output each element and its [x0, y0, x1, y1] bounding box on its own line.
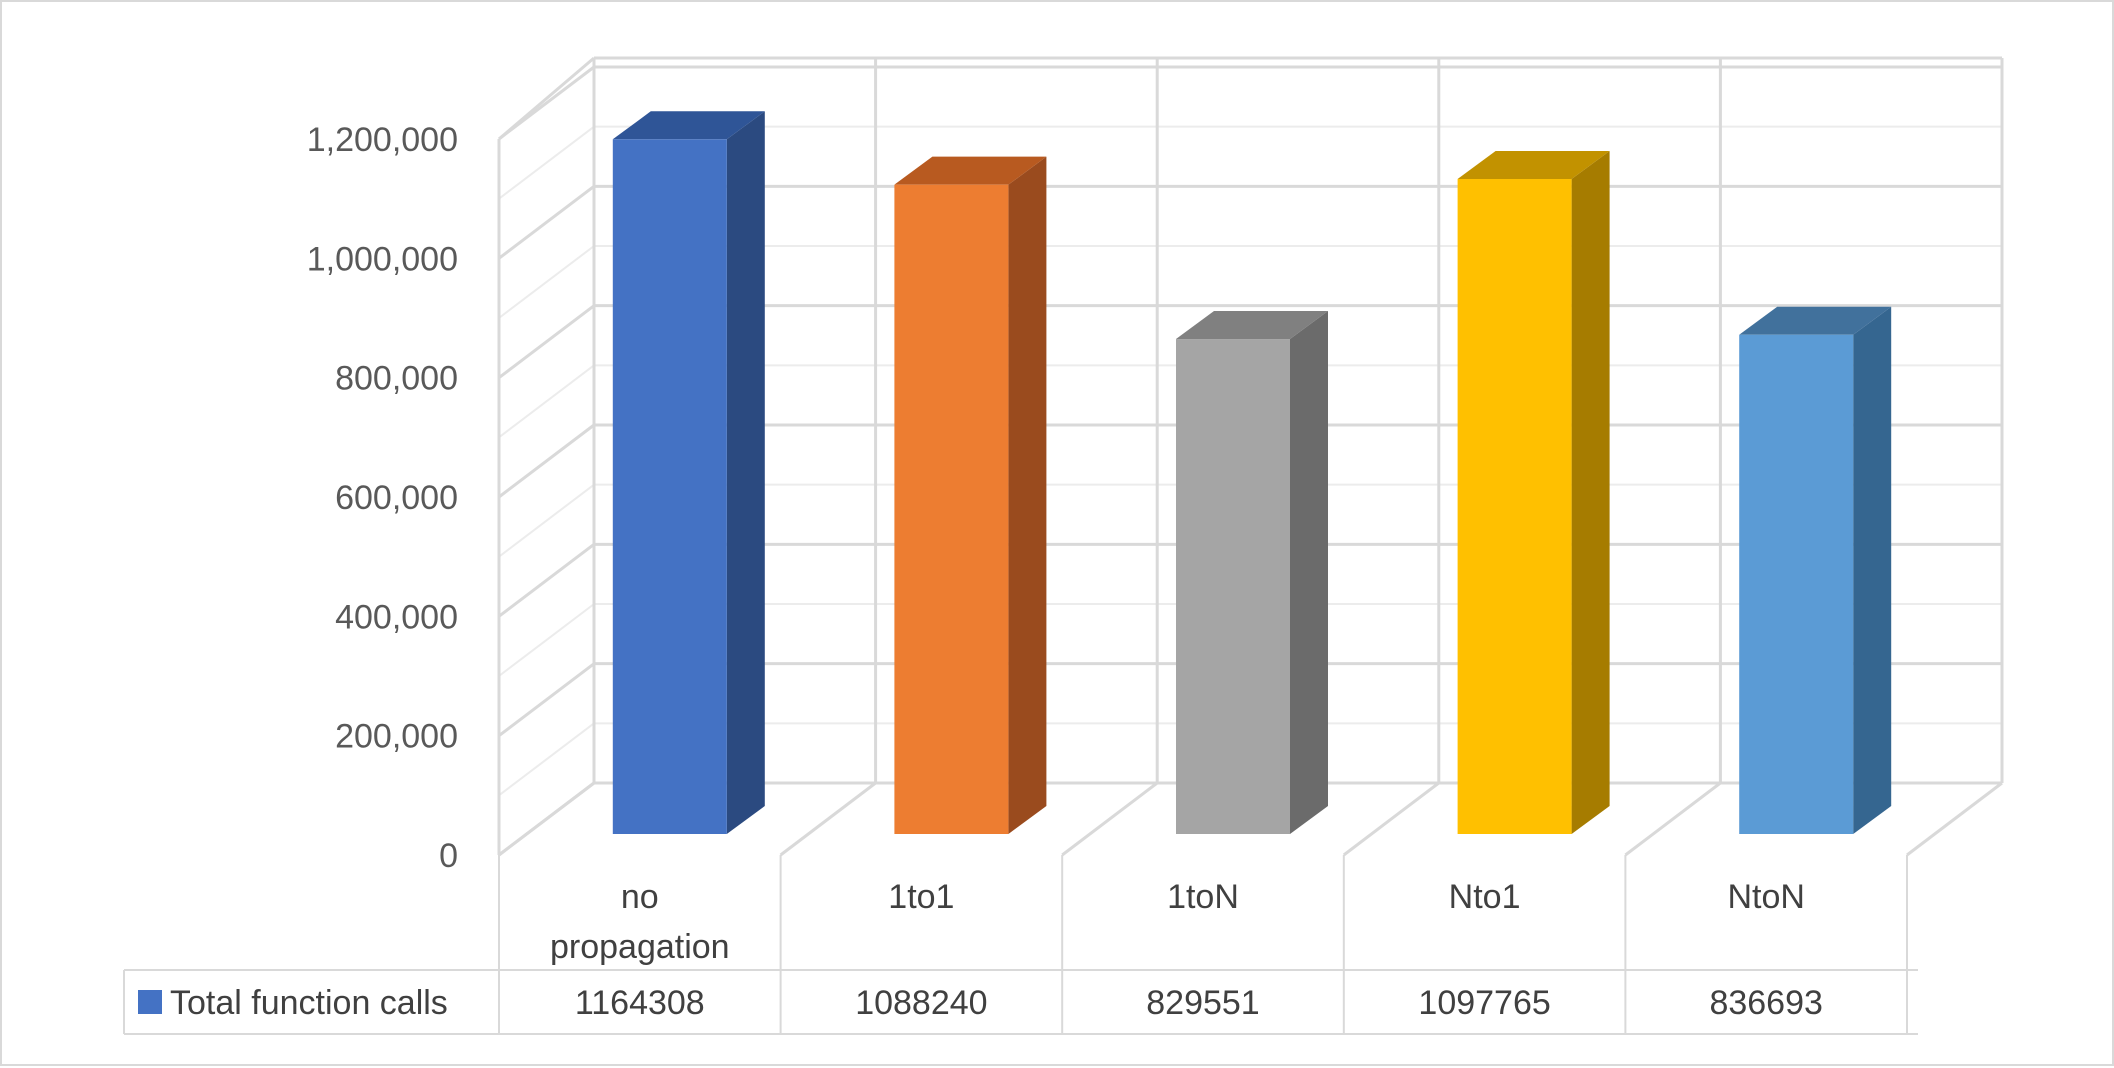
- side-wall-gridline: [498, 364, 595, 439]
- bar-1: [612, 111, 765, 835]
- legend-series-name: Total function calls: [170, 984, 448, 1022]
- side-wall-gridline: [498, 185, 595, 260]
- floor-divider: [1906, 781, 2003, 857]
- legend-swatch: [138, 990, 162, 1014]
- side-wall-top: [498, 56, 595, 141]
- data-table-value: 829551: [1146, 984, 1259, 1022]
- y-tick-label: 600,000: [335, 479, 458, 517]
- floor-divider: [779, 781, 877, 857]
- y-tick-label: 0: [439, 837, 458, 875]
- side-wall-gridline: [498, 125, 595, 200]
- y-tick-label: 400,000: [335, 598, 458, 636]
- bar-front: [1739, 334, 1854, 834]
- side-wall-gridline: [498, 722, 595, 797]
- floor-divider: [1061, 781, 1159, 857]
- bar-2: [894, 156, 1047, 834]
- x-category-label: Nto1: [1449, 878, 1521, 916]
- bar-front: [1457, 179, 1572, 834]
- side-wall-gridline: [498, 603, 595, 677]
- data-table-value: 1097765: [1418, 984, 1550, 1022]
- side-wall-gridline: [498, 662, 595, 737]
- bar-top: [1176, 311, 1328, 340]
- y-axis-ticks: 0 200,000 400,000 600,000 800,000 1,000,000 1,…: [307, 121, 458, 875]
- x-category-label: 1to1: [888, 878, 954, 916]
- chart-bars: [612, 111, 1892, 835]
- data-table-value: 1088240: [855, 984, 987, 1022]
- bar-4: [1457, 151, 1610, 834]
- bar-front: [1176, 339, 1290, 834]
- side-wall-gridline: [498, 543, 595, 618]
- side-wall-gridline: [498, 423, 595, 499]
- x-category-label: 1toN: [1167, 878, 1239, 916]
- bar-side: [1853, 306, 1892, 834]
- bar-side: [726, 111, 765, 835]
- data-table-value: 1164308: [575, 984, 705, 1022]
- side-wall-gridline: [498, 304, 595, 379]
- y-tick-label: 200,000: [335, 718, 458, 756]
- bar-top: [612, 111, 765, 140]
- floor-divider: [1624, 781, 1722, 857]
- bar-top: [1457, 151, 1610, 180]
- bar-top: [1739, 306, 1892, 335]
- bar-top: [894, 156, 1047, 185]
- y-tick-label: 1,200,000: [307, 121, 458, 159]
- bar-side: [1008, 156, 1047, 834]
- x-category-label: no propagation: [550, 878, 730, 966]
- y-tick-label: 800,000: [335, 360, 458, 398]
- bar-front: [612, 139, 727, 834]
- x-category-label: NtoN: [1727, 878, 1804, 916]
- data-table-value: 836693: [1709, 984, 1822, 1022]
- bar-3: [1176, 311, 1328, 835]
- bar-side: [1290, 311, 1328, 835]
- floor-divider: [498, 781, 595, 857]
- floor-divider: [1342, 781, 1440, 857]
- side-wall-gridline: [498, 483, 595, 558]
- bar-5: [1739, 306, 1892, 834]
- data-table: no propagation 1to1 1toN Nto1 NtoN Total funct…: [123, 855, 1918, 1035]
- bar-front: [894, 184, 1009, 834]
- side-wall-gridline: [498, 245, 595, 319]
- bar-side: [1571, 151, 1610, 834]
- y-tick-label: 1,000,000: [307, 240, 458, 278]
